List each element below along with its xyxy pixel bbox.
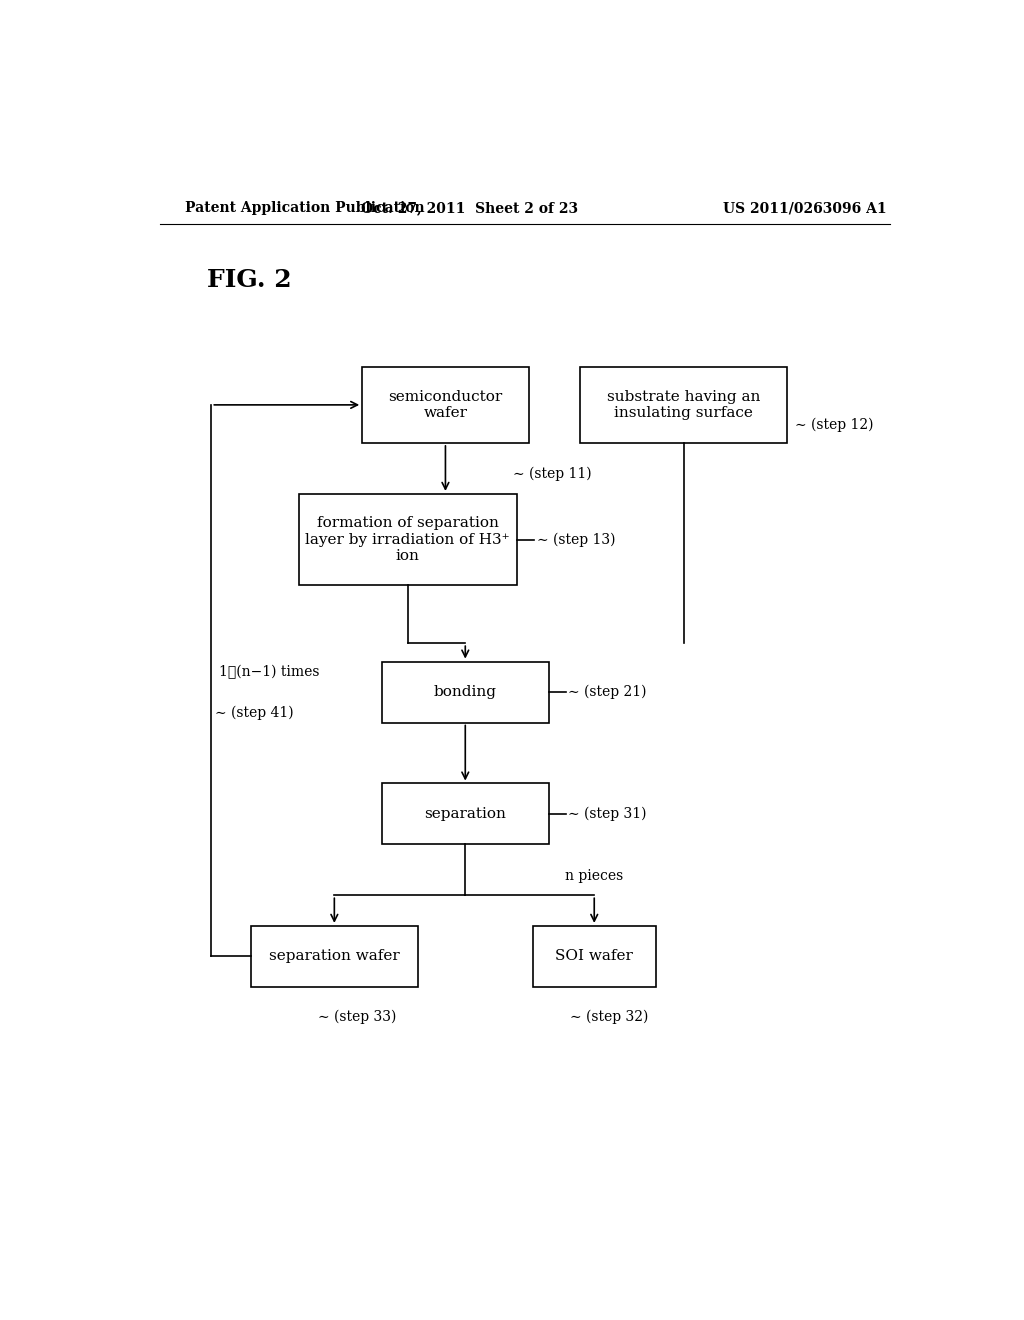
Text: ∼ (step 31): ∼ (step 31) (568, 807, 647, 821)
Text: Patent Application Publication: Patent Application Publication (185, 201, 425, 215)
Text: ∼ (step 21): ∼ (step 21) (568, 685, 647, 700)
Text: separation: separation (424, 807, 506, 821)
Text: FIG. 2: FIG. 2 (207, 268, 292, 292)
Bar (382, 661, 549, 722)
Text: ∼ (step 12): ∼ (step 12) (795, 418, 873, 433)
Text: substrate having an
insulating surface: substrate having an insulating surface (607, 389, 760, 420)
Bar (382, 784, 549, 845)
Bar (299, 494, 517, 585)
Text: ∼ (step 32): ∼ (step 32) (570, 1010, 649, 1024)
Text: n pieces: n pieces (565, 869, 624, 883)
Text: SOI wafer: SOI wafer (555, 949, 633, 964)
Text: bonding: bonding (434, 685, 497, 700)
Text: Oct. 27, 2011  Sheet 2 of 23: Oct. 27, 2011 Sheet 2 of 23 (360, 201, 578, 215)
Bar (532, 925, 655, 987)
Text: formation of separation
layer by irradiation of H3⁺
ion: formation of separation layer by irradia… (305, 516, 510, 562)
Text: semiconductor
wafer: semiconductor wafer (388, 389, 503, 420)
Text: ∼ (step 41): ∼ (step 41) (215, 705, 294, 719)
Text: ∼ (step 33): ∼ (step 33) (318, 1010, 397, 1024)
Bar (581, 367, 786, 444)
Text: US 2011/0263096 A1: US 2011/0263096 A1 (723, 201, 887, 215)
Bar (251, 925, 418, 987)
Text: ∼ (step 11): ∼ (step 11) (513, 466, 592, 480)
Bar (362, 367, 528, 444)
Text: separation wafer: separation wafer (269, 949, 399, 964)
Text: ∼ (step 13): ∼ (step 13) (537, 532, 615, 546)
Text: 1～(n−1) times: 1～(n−1) times (219, 664, 319, 678)
